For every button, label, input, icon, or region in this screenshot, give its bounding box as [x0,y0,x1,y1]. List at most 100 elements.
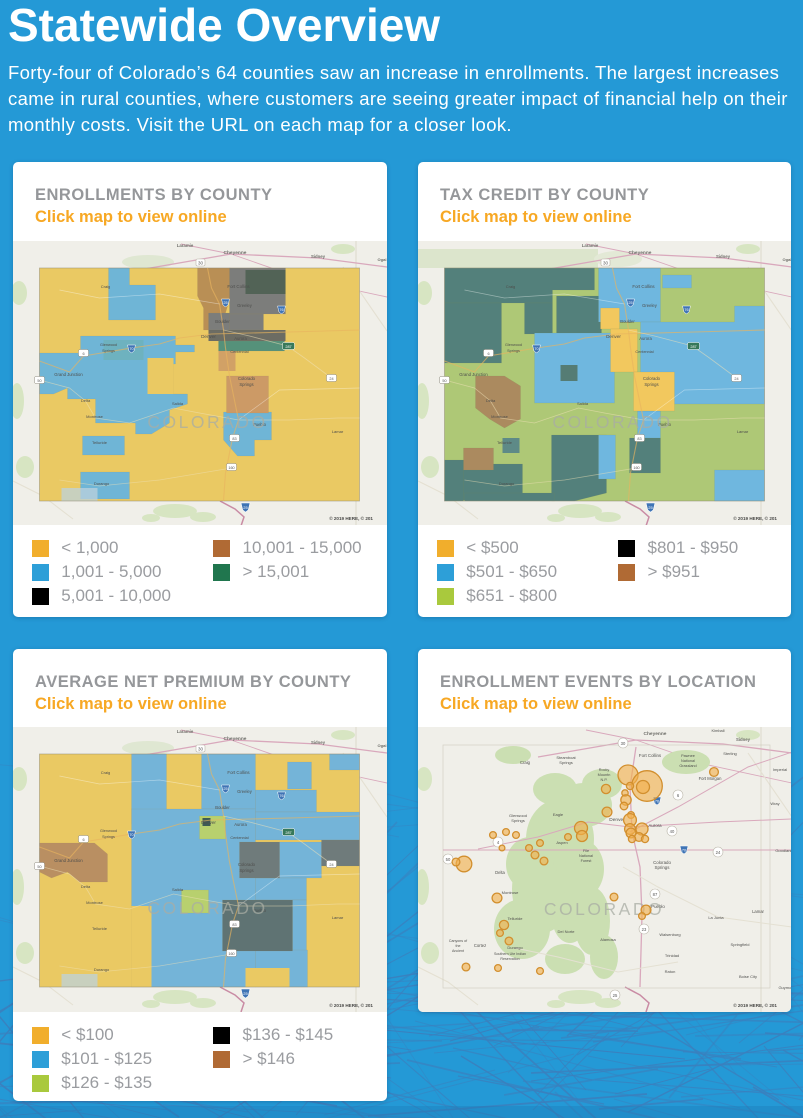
svg-text:Springs: Springs [507,349,520,353]
svg-text:National: National [579,854,593,858]
svg-text:Cheyenne: Cheyenne [224,736,247,742]
svg-text:Fort Morgan: Fort Morgan [699,776,722,781]
svg-text:Centennial: Centennial [230,836,248,840]
svg-text:30: 30 [198,261,204,266]
svg-text:Sidney: Sidney [311,740,326,745]
svg-text:Lamar: Lamar [752,909,764,914]
svg-text:Sidney: Sidney [311,254,326,259]
svg-text:Grassland: Grassland [679,764,696,768]
svg-text:Cheyenne: Cheyenne [629,250,652,256]
svg-text:N.P.: N.P. [601,778,608,782]
svg-text:Ogal: Ogal [378,743,387,748]
svg-text:Walsenburg: Walsenburg [659,932,680,937]
svg-text:Alamosa: Alamosa [600,937,616,942]
svg-text:© 2019 HERE, © 201: © 2019 HERE, © 201 [733,515,777,521]
svg-text:Colorado: Colorado [238,376,256,381]
svg-text:Centennial: Centennial [230,350,248,354]
svg-text:Pueblo: Pueblo [253,908,267,913]
svg-text:6: 6 [82,352,84,356]
svg-text:Montrose: Montrose [491,414,508,419]
svg-text:25: 25 [648,505,653,510]
svg-text:Delta: Delta [495,870,505,875]
svg-text:Grand Junction: Grand Junction [54,858,83,863]
svg-text:Aurora: Aurora [639,336,652,341]
svg-text:Aurora: Aurora [234,822,247,827]
svg-text:Colorado: Colorado [653,860,671,865]
svg-text:Colorado: Colorado [643,376,661,381]
svg-text:COLORADO: COLORADO [552,412,672,432]
svg-text:Reservation: Reservation [500,957,519,961]
svg-text:Cheyenne: Cheyenne [644,731,667,737]
svg-text:Springs: Springs [239,382,253,387]
svg-text:Salida: Salida [577,401,589,406]
svg-text:25: 25 [243,505,248,510]
svg-text:76: 76 [279,794,283,798]
svg-text:Glenwood: Glenwood [509,813,527,818]
svg-text:Cortez: Cortez [474,943,486,948]
svg-text:Grand Junction: Grand Junction [459,372,488,377]
svg-text:30: 30 [603,261,609,266]
svg-text:Rocky: Rocky [599,768,610,772]
svg-text:Durango: Durango [94,481,110,486]
svg-text:25: 25 [243,991,248,996]
svg-text:Ancient: Ancient [452,949,464,953]
svg-text:24: 24 [329,377,333,381]
svg-text:Durango: Durango [499,481,515,486]
svg-text:Craig: Craig [520,760,531,765]
svg-text:160: 160 [228,952,234,956]
svg-text:Telluride: Telluride [92,440,108,445]
svg-text:160: 160 [633,466,639,470]
svg-text:Salida: Salida [172,887,184,892]
svg-text:50: 50 [37,379,41,383]
svg-text:Forest: Forest [581,859,593,863]
svg-text:Laramie: Laramie [582,243,599,248]
svg-text:Greeley: Greeley [237,303,253,308]
svg-text:National: National [681,759,695,763]
svg-text:Springs: Springs [511,818,525,823]
svg-text:Durango: Durango [94,967,110,972]
svg-text:Aurora: Aurora [648,823,662,828]
svg-text:Mountn: Mountn [598,773,611,777]
svg-text:Steamboat: Steamboat [556,755,576,760]
svg-text:87: 87 [653,892,658,897]
svg-text:La Junta: La Junta [708,915,724,920]
svg-text:the: the [456,944,461,948]
svg-text:Durango: Durango [507,945,523,950]
svg-text:© 2019 HERE, © 201: © 2019 HERE, © 201 [733,1002,777,1008]
svg-text:Goodland: Goodland [775,848,791,853]
svg-text:Lamar: Lamar [737,429,749,434]
svg-text:25: 25 [628,301,632,305]
svg-text:Springs: Springs [644,382,658,387]
svg-text:Denver: Denver [606,334,621,339]
svg-text:25: 25 [223,787,227,791]
svg-text:Southern Ute Indian: Southern Ute Indian [494,952,526,956]
svg-text:287: 287 [285,831,291,835]
svg-text:40: 40 [670,829,675,834]
svg-text:Wray: Wray [770,801,779,806]
svg-text:76: 76 [684,308,688,312]
svg-text:50: 50 [446,857,451,862]
svg-text:Canyons of: Canyons of [449,939,467,943]
svg-text:Laramie: Laramie [177,729,194,734]
svg-text:Sterling: Sterling [723,751,737,756]
svg-text:160: 160 [228,466,234,470]
svg-text:287: 287 [690,345,696,349]
svg-text:© 2019 HERE, © 201: © 2019 HERE, © 201 [329,1002,373,1008]
svg-text:Kimball: Kimball [711,728,724,733]
svg-text:6: 6 [82,838,84,842]
svg-text:50: 50 [442,379,446,383]
svg-text:© 2019 HERE, © 201: © 2019 HERE, © 201 [329,515,373,521]
svg-text:Craig: Craig [101,770,111,775]
svg-text:Fort Collins: Fort Collins [227,770,250,775]
svg-text:Montrose: Montrose [86,414,103,419]
svg-text:50: 50 [37,865,41,869]
svg-text:Fort Collins: Fort Collins [632,284,655,289]
svg-text:30: 30 [621,741,626,746]
svg-text:83: 83 [232,437,236,441]
svg-text:6: 6 [677,793,680,798]
svg-text:Lamar: Lamar [332,915,344,920]
svg-text:Denver: Denver [201,334,216,339]
svg-text:70: 70 [682,849,686,853]
svg-text:Glenwood: Glenwood [505,343,522,347]
svg-text:70: 70 [129,833,133,837]
